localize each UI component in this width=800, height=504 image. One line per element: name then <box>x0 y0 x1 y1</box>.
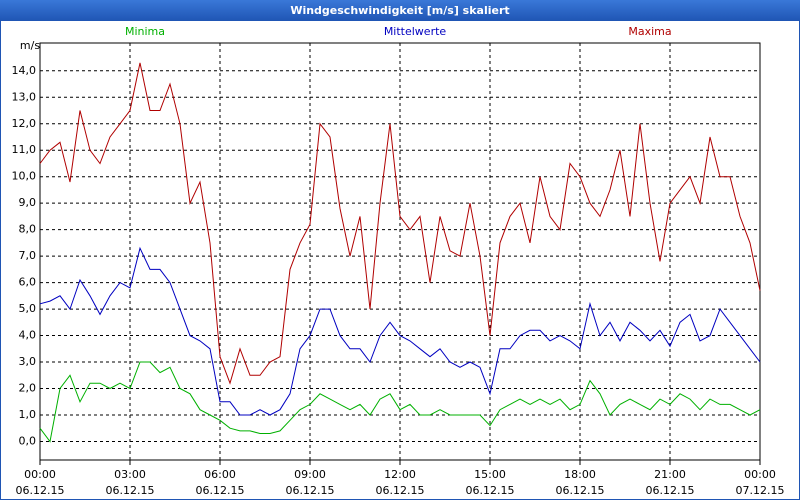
x-tick-date: 06.12.15 <box>16 484 65 497</box>
data-line <box>39 246 761 416</box>
x-tick-label: 09:00 <box>294 468 326 481</box>
title-bar <box>0 0 800 21</box>
y-tick-label: 3,0 <box>19 355 37 368</box>
x-tick-date: 06.12.15 <box>286 484 335 497</box>
x-tick-date: 06.12.15 <box>646 484 695 497</box>
y-tick-label: 0,0 <box>19 434 37 447</box>
x-tick-date: 07.12.15 <box>736 484 785 497</box>
data-line <box>39 62 761 385</box>
x-tick-date: 06.12.15 <box>376 484 425 497</box>
y-tick-label: 14,0 <box>12 64 37 77</box>
y-tick-label: 9,0 <box>19 196 37 209</box>
x-tick-label: 12:00 <box>384 468 416 481</box>
y-tick-label: 6,0 <box>19 276 37 289</box>
x-tick-date: 06.12.15 <box>556 484 605 497</box>
x-tick-label: 03:00 <box>114 468 146 481</box>
x-tick-date: 06.12.15 <box>196 484 245 497</box>
x-tick-label: 00:00 <box>24 468 56 481</box>
y-axis-label: m/s <box>20 39 40 52</box>
y-tick-label: 4,0 <box>19 329 37 342</box>
y-tick-label: 13,0 <box>12 90 37 103</box>
x-tick-label: 15:00 <box>474 468 506 481</box>
x-tick-label: 21:00 <box>654 468 686 481</box>
x-tick-label: 00:00 <box>744 468 776 481</box>
legend-entry: Maxima <box>628 25 671 38</box>
x-tick-date: 06.12.15 <box>466 484 515 497</box>
plot-area <box>39 42 761 461</box>
y-tick-label: 11,0 <box>12 143 37 156</box>
x-tick-label: 06:00 <box>204 468 236 481</box>
y-tick-label: 1,0 <box>19 408 37 421</box>
x-tick-label: 18:00 <box>564 468 596 481</box>
data-line <box>39 361 761 443</box>
legend-entry: Mittelwerte <box>384 25 447 38</box>
chart-title: Windgeschwindigkeit [m/s] skaliert <box>290 4 509 17</box>
y-tick-label: 7,0 <box>19 249 37 262</box>
y-tick-label: 5,0 <box>19 302 37 315</box>
y-tick-label: 2,0 <box>19 382 37 395</box>
x-tick-date: 06.12.15 <box>106 484 155 497</box>
legend-entry: Minima <box>125 25 165 38</box>
y-tick-label: 12,0 <box>12 117 37 130</box>
y-tick-label: 10,0 <box>12 170 37 183</box>
y-tick-label: 8,0 <box>19 223 37 236</box>
